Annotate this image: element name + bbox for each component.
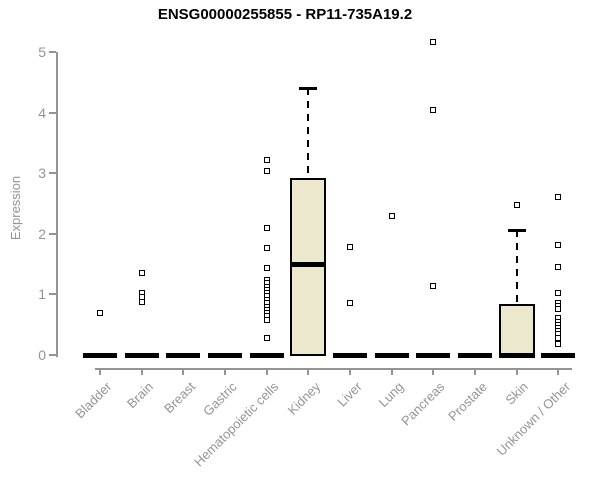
whisker-line xyxy=(515,230,518,305)
median-line xyxy=(374,352,409,358)
x-axis-tick xyxy=(140,368,143,375)
x-axis-tick xyxy=(557,368,560,375)
box-rect xyxy=(498,303,535,356)
y-tick-label: 5 xyxy=(38,44,46,60)
outlier-point xyxy=(555,341,562,348)
x-axis-tick xyxy=(99,368,101,375)
median-line xyxy=(166,352,201,358)
outlier-point xyxy=(263,335,270,342)
outlier-point xyxy=(430,282,437,289)
median-line xyxy=(249,352,284,358)
y-tick-label: 0 xyxy=(38,347,46,363)
chart-title: ENSG00000255855 - RP11-735A19.2 xyxy=(157,6,413,23)
x-axis-tick xyxy=(307,368,310,375)
y-axis-tick xyxy=(49,232,56,235)
outlier-point xyxy=(555,335,562,342)
x-axis-tick xyxy=(473,368,476,375)
x-tick-label: Breast xyxy=(160,379,198,417)
x-tick-label: Liver xyxy=(334,379,365,410)
y-tick-label: 1 xyxy=(38,286,46,303)
x-tick-label: Gastric xyxy=(199,379,240,419)
outlier-point xyxy=(555,193,562,200)
median-line xyxy=(498,352,535,358)
median-line xyxy=(290,261,327,267)
x-tick-label: Lung xyxy=(375,379,407,411)
x-tick-label: Bladder xyxy=(72,379,115,422)
x-axis-tick xyxy=(390,368,393,375)
x-tick-label: Kidney xyxy=(284,379,323,418)
y-tick-label: 4 xyxy=(38,104,46,121)
outlier-point xyxy=(555,263,562,270)
outlier-point xyxy=(430,39,437,46)
outlier-point xyxy=(263,245,270,252)
x-axis-tick xyxy=(432,368,435,375)
median-line xyxy=(332,352,367,358)
outlier-point xyxy=(555,241,562,248)
y-tick-label: 3 xyxy=(38,165,46,182)
median-line xyxy=(83,352,117,358)
outlier-point xyxy=(263,316,270,323)
whisker-line xyxy=(307,88,310,180)
outlier-point xyxy=(430,106,437,113)
y-axis-tick xyxy=(49,293,56,296)
median-line xyxy=(207,352,242,358)
x-axis-tick xyxy=(182,368,185,375)
median-line xyxy=(416,352,451,358)
y-axis-tick xyxy=(49,354,56,356)
outlier-point xyxy=(263,156,270,163)
y-axis-tick xyxy=(49,111,56,114)
x-tick-label: Skin xyxy=(502,379,532,408)
outlier-point xyxy=(555,305,562,312)
outlier-point xyxy=(388,213,395,220)
outlier-point xyxy=(138,270,145,277)
x-tick-label: Brain xyxy=(124,379,157,412)
y-axis-tick xyxy=(49,51,56,53)
outlier-point xyxy=(513,201,520,208)
median-line xyxy=(541,352,576,358)
y-axis-tick xyxy=(49,172,56,175)
outlier-point xyxy=(346,299,353,306)
x-axis-line xyxy=(95,368,572,370)
median-line xyxy=(124,352,159,358)
outlier-point xyxy=(555,289,562,296)
outlier-point xyxy=(97,309,103,316)
x-axis-tick xyxy=(265,368,268,375)
outlier-point xyxy=(263,265,270,272)
y-tick-label: 2 xyxy=(38,225,46,242)
x-axis-tick xyxy=(515,368,518,375)
whisker-cap xyxy=(507,229,526,233)
x-tick-label: Prostate xyxy=(444,379,490,424)
outlier-point xyxy=(346,244,353,251)
x-tick-label: Pancreas xyxy=(398,379,448,429)
median-line xyxy=(457,352,492,358)
outlier-point xyxy=(138,299,145,306)
box-rect xyxy=(290,178,327,356)
x-axis-tick xyxy=(348,368,351,375)
x-tick-label: Unknown / Other xyxy=(493,379,573,459)
whisker-cap xyxy=(299,87,318,91)
outlier-point xyxy=(263,167,270,174)
x-axis-tick xyxy=(223,368,226,375)
y-axis-line xyxy=(56,52,58,357)
outlier-point xyxy=(263,224,270,231)
